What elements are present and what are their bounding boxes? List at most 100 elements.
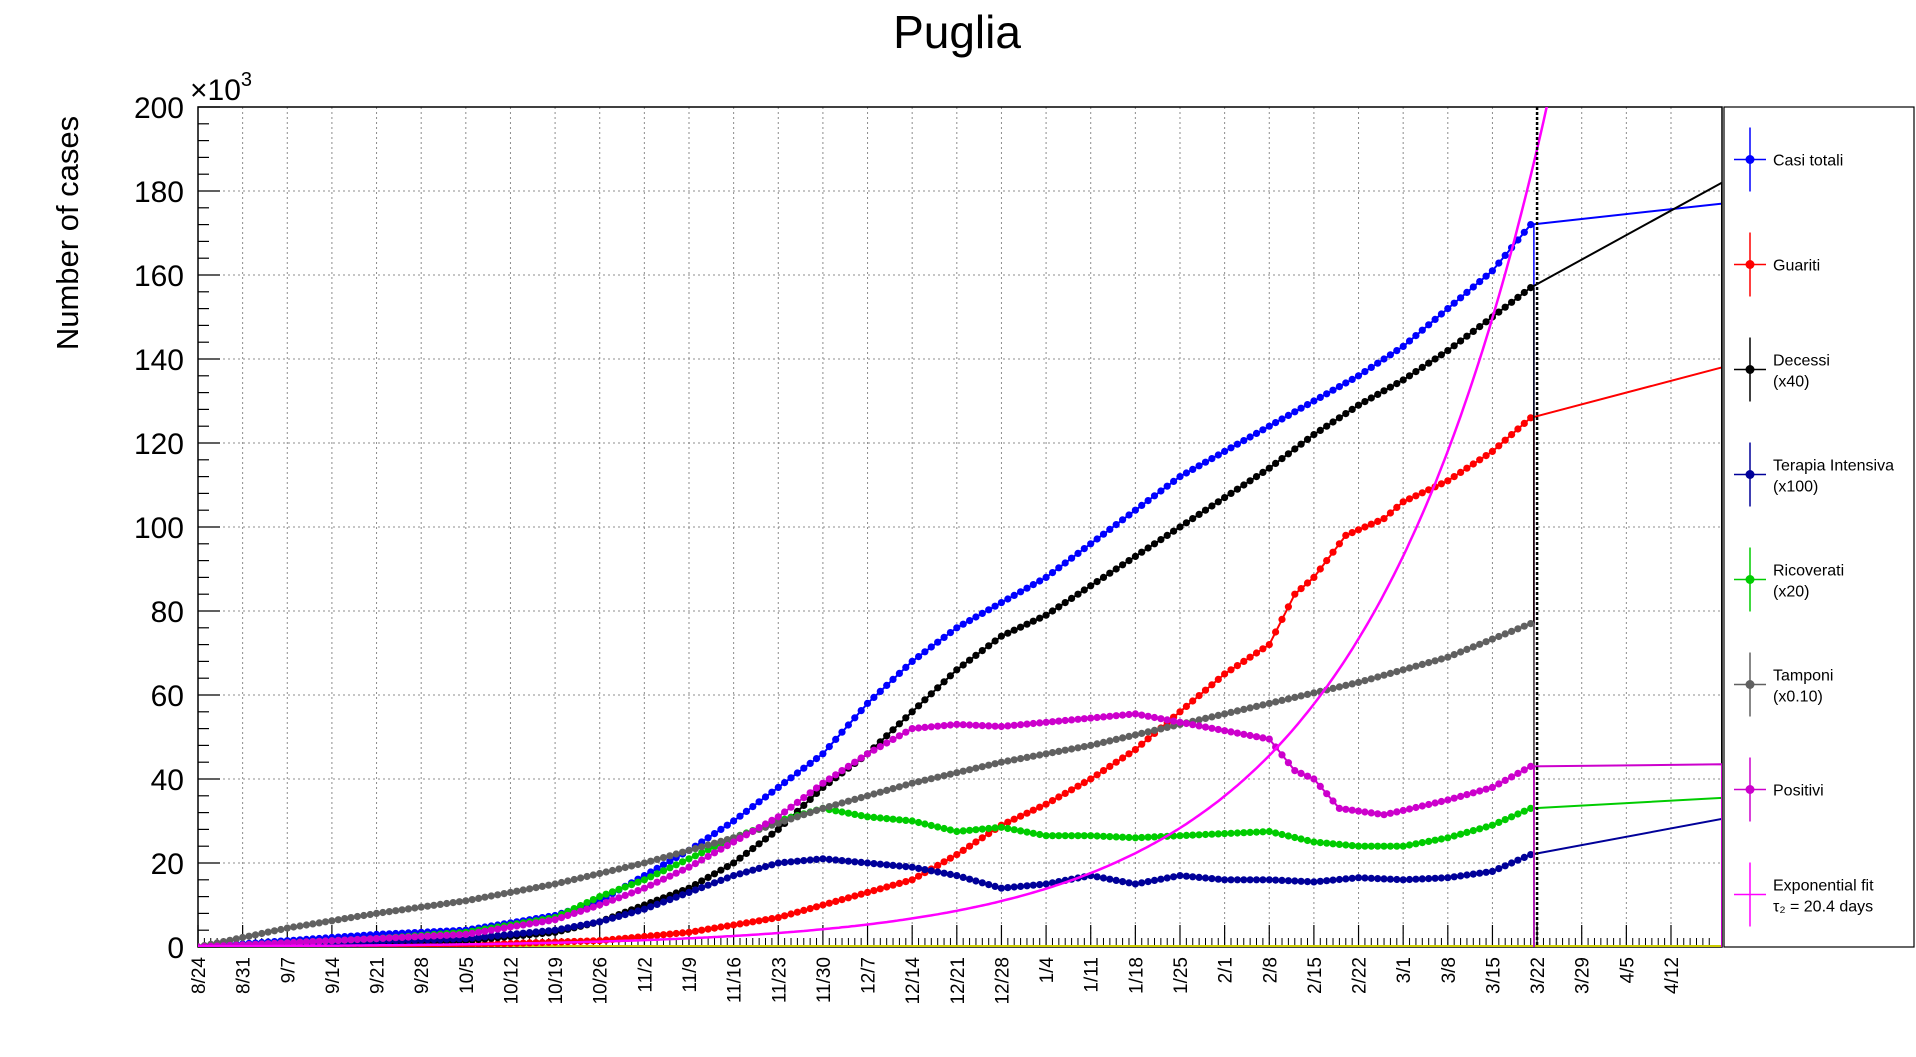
x-tick-label: 11/16 — [725, 957, 746, 1003]
data-point-guariti — [672, 929, 680, 938]
data-point-tamponi — [1310, 689, 1318, 697]
data-point-tamponi — [487, 892, 495, 900]
data-point-ricoverati — [959, 827, 967, 835]
data-point-decessi — [1482, 318, 1490, 326]
data-point-terapia-intensiva — [851, 858, 859, 866]
data-point-decessi — [1131, 552, 1139, 561]
data-point-casi-totali — [851, 714, 859, 722]
data-point-terapia-intensiva — [1316, 877, 1324, 885]
data-point-positivi — [1444, 796, 1452, 804]
data-point-tamponi — [628, 862, 636, 870]
data-point-positivi — [372, 935, 381, 943]
data-point-guariti — [1189, 697, 1197, 705]
data-point-guariti — [1303, 579, 1312, 587]
data-point-tamponi — [277, 925, 285, 934]
data-point-casi-totali — [1463, 288, 1471, 296]
data-point-ricoverati — [1303, 836, 1312, 845]
data-point-positivi — [1323, 790, 1331, 798]
data-point-ricoverati — [1131, 834, 1139, 842]
data-point-tamponi — [870, 790, 878, 798]
data-point-positivi — [443, 931, 451, 939]
data-point-positivi — [653, 878, 661, 886]
data-point-decessi — [1093, 578, 1101, 586]
data-point-terapia-intensiva — [1150, 876, 1159, 885]
data-point-ricoverati — [1233, 829, 1241, 837]
data-point-guariti — [691, 927, 700, 935]
data-point-decessi — [755, 840, 763, 848]
data-point-tamponi — [672, 850, 680, 858]
data-point-tamponi — [1482, 638, 1490, 646]
data-point-positivi — [1068, 716, 1076, 724]
data-point-terapia-intensiva — [1482, 868, 1490, 876]
data-point-tamponi — [430, 901, 438, 909]
data-point-tamponi — [1412, 662, 1420, 670]
data-point-positivi — [883, 739, 891, 747]
data-point-casi-totali — [1284, 411, 1292, 419]
data-point-guariti — [1036, 803, 1044, 811]
data-point-decessi — [730, 859, 738, 867]
data-point-tamponi — [1303, 690, 1312, 699]
data-point-terapia-intensiva — [608, 914, 617, 922]
x-tick-label: 2/8 — [1260, 957, 1281, 983]
data-point-ricoverati — [1176, 832, 1184, 840]
data-point-guariti — [1042, 800, 1050, 808]
data-point-casi-totali — [768, 788, 776, 796]
data-point-positivi — [1348, 806, 1356, 814]
data-point-positivi — [672, 869, 680, 877]
y-tick-label: 200 — [134, 92, 184, 125]
y-tick-label: 160 — [134, 260, 184, 293]
data-point-tamponi — [1508, 627, 1516, 636]
data-point-decessi — [1163, 531, 1171, 540]
data-point-casi-totali — [793, 769, 802, 777]
data-point-guariti — [1342, 531, 1350, 540]
data-point-terapia-intensiva — [1010, 883, 1018, 891]
data-point-tamponi — [997, 758, 1006, 766]
data-point-positivi — [296, 938, 304, 946]
data-point-positivi — [997, 722, 1006, 731]
data-point-decessi — [1182, 519, 1190, 527]
data-point-tamponi — [1374, 673, 1382, 681]
data-point-guariti — [889, 881, 897, 889]
data-point-terapia-intensiva — [1157, 875, 1165, 883]
data-point-guariti — [1240, 657, 1248, 666]
data-point-positivi — [800, 794, 808, 802]
data-point-terapia-intensiva — [742, 868, 751, 876]
data-point-terapia-intensiva — [991, 882, 999, 891]
data-point-tamponi — [526, 885, 534, 893]
data-point-positivi — [1036, 719, 1044, 727]
data-point-tamponi — [1068, 745, 1076, 753]
data-point-tamponi — [1444, 653, 1452, 661]
data-point-positivi — [1284, 759, 1292, 767]
data-point-guariti — [1259, 645, 1267, 653]
data-point-terapia-intensiva — [1520, 853, 1528, 862]
data-point-casi-totali — [1112, 521, 1120, 529]
data-point-ricoverati — [1240, 829, 1248, 837]
data-point-decessi — [1048, 607, 1057, 615]
data-point-guariti — [1444, 477, 1452, 485]
data-point-tamponi — [270, 927, 279, 935]
data-point-decessi — [1310, 431, 1318, 439]
data-point-tamponi — [921, 776, 929, 784]
data-point-decessi — [1112, 565, 1120, 573]
data-point-decessi — [1354, 401, 1363, 409]
data-point-positivi — [1469, 789, 1477, 797]
data-point-casi-totali — [1342, 379, 1350, 387]
data-point-guariti — [1393, 503, 1401, 511]
data-point-positivi — [321, 937, 330, 945]
data-point-casi-totali — [659, 861, 668, 869]
data-point-guariti — [1252, 649, 1261, 657]
data-point-tamponi — [1042, 750, 1050, 758]
data-point-ricoverati — [577, 902, 585, 910]
data-point-casi-totali — [997, 599, 1006, 607]
data-point-guariti — [717, 923, 725, 931]
data-point-casi-totali — [1297, 404, 1305, 412]
data-point-tamponi — [1361, 677, 1369, 685]
y-tick-label: 100 — [134, 512, 184, 545]
data-point-casi-totali — [1476, 278, 1484, 286]
data-point-tamponi — [774, 819, 782, 827]
data-point-positivi — [915, 724, 923, 732]
data-point-ricoverati — [1189, 831, 1197, 839]
data-point-positivi — [628, 889, 636, 897]
data-point-terapia-intensiva — [1291, 877, 1299, 885]
